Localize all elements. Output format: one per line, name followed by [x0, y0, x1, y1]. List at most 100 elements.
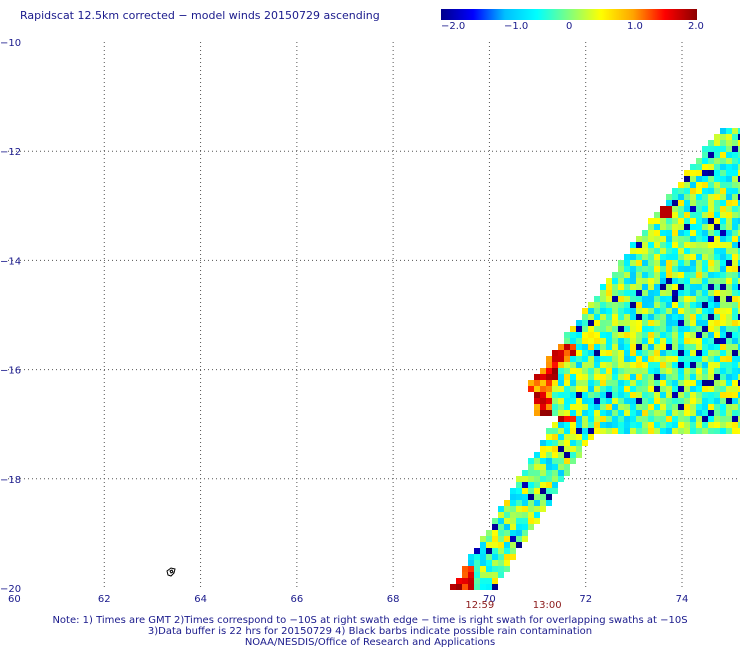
wind-difference-cell — [510, 542, 516, 548]
wind-difference-cell — [702, 236, 708, 242]
wind-difference-cell — [732, 428, 738, 434]
wind-difference-cell — [702, 344, 708, 350]
wind-difference-cell — [480, 572, 486, 578]
wind-difference-cell — [642, 356, 648, 362]
wind-difference-cell — [552, 446, 558, 452]
wind-difference-cell — [654, 326, 660, 332]
wind-difference-cell — [468, 578, 474, 584]
wind-difference-cell — [684, 200, 690, 206]
latitude-tick-label: −10 — [0, 38, 21, 49]
wind-difference-cell — [672, 206, 678, 212]
wind-difference-cell — [558, 434, 564, 440]
wind-difference-cell — [714, 182, 720, 188]
wind-difference-cell — [486, 584, 492, 590]
wind-difference-cell — [630, 374, 636, 380]
wind-difference-cell — [576, 332, 582, 338]
wind-difference-cell — [726, 326, 732, 332]
wind-difference-cell — [678, 266, 684, 272]
wind-difference-cell — [738, 230, 740, 236]
wind-difference-cell — [732, 386, 738, 392]
wind-difference-cell — [690, 314, 696, 320]
wind-difference-cell — [702, 362, 708, 368]
wind-difference-cell — [480, 548, 486, 554]
wind-difference-cell — [720, 290, 726, 296]
wind-difference-cell — [570, 350, 576, 356]
wind-difference-cell — [726, 296, 732, 302]
wind-difference-cell — [534, 404, 540, 410]
wind-difference-cell — [570, 368, 576, 374]
wind-difference-cell — [732, 272, 738, 278]
wind-difference-cell — [726, 338, 732, 344]
wind-difference-cell — [690, 428, 696, 434]
wind-difference-cell — [558, 350, 564, 356]
wind-difference-cell — [600, 380, 606, 386]
wind-difference-cell — [708, 302, 714, 308]
wind-difference-cell — [558, 428, 564, 434]
wind-difference-cell — [486, 554, 492, 560]
wind-difference-cell — [684, 272, 690, 278]
wind-difference-cell — [702, 392, 708, 398]
wind-difference-cell — [714, 404, 720, 410]
wind-difference-cell — [738, 338, 740, 344]
wind-difference-cell — [672, 398, 678, 404]
wind-difference-cell — [696, 314, 702, 320]
wind-difference-cell — [678, 188, 684, 194]
wind-difference-cell — [588, 398, 594, 404]
wind-difference-cell — [672, 356, 678, 362]
wind-difference-cell — [696, 206, 702, 212]
wind-difference-cell — [636, 314, 642, 320]
wind-difference-cell — [588, 416, 594, 422]
wind-difference-cell — [702, 200, 708, 206]
wind-difference-cell — [732, 344, 738, 350]
wind-difference-cell — [474, 566, 480, 572]
wind-difference-cell — [720, 158, 726, 164]
wind-difference-cell — [672, 194, 678, 200]
wind-difference-cell — [606, 302, 612, 308]
wind-difference-cell — [666, 284, 672, 290]
wind-difference-cell — [654, 374, 660, 380]
wind-difference-cell — [720, 338, 726, 344]
wind-difference-cell — [582, 380, 588, 386]
wind-difference-cell — [618, 338, 624, 344]
wind-difference-cell — [738, 326, 740, 332]
wind-difference-cell — [540, 458, 546, 464]
wind-difference-cell — [684, 182, 690, 188]
wind-difference-cell — [654, 272, 660, 278]
wind-difference-cell — [690, 188, 696, 194]
wind-difference-cell — [714, 140, 720, 146]
wind-difference-cell — [720, 176, 726, 182]
wind-difference-cell — [648, 236, 654, 242]
wind-difference-cell — [726, 410, 732, 416]
wind-difference-cell — [468, 584, 474, 590]
wind-difference-cell — [732, 380, 738, 386]
wind-difference-cell — [738, 290, 740, 296]
wind-difference-cell — [726, 146, 732, 152]
wind-difference-cell — [600, 356, 606, 362]
wind-difference-cell — [642, 422, 648, 428]
wind-difference-cell — [630, 416, 636, 422]
wind-difference-cell — [660, 326, 666, 332]
wind-difference-cell — [732, 290, 738, 296]
wind-difference-cell — [726, 164, 732, 170]
wind-difference-cell — [684, 224, 690, 230]
wind-difference-cell — [708, 326, 714, 332]
wind-difference-cell — [576, 452, 582, 458]
wind-difference-cell — [660, 224, 666, 230]
wind-difference-cell — [600, 374, 606, 380]
wind-difference-cell — [738, 236, 740, 242]
latitude-tick-label: −18 — [0, 475, 21, 486]
wind-difference-cell — [582, 440, 588, 446]
latitude-labels: −10 −12 −14 −16 −18 −20 — [0, 38, 21, 595]
wind-difference-cell — [624, 314, 630, 320]
wind-difference-cell — [624, 278, 630, 284]
wind-difference-cell — [576, 320, 582, 326]
wind-difference-cell — [714, 302, 720, 308]
wind-difference-cell — [732, 326, 738, 332]
wind-difference-cell — [648, 410, 654, 416]
wind-difference-cell — [618, 320, 624, 326]
wind-difference-cell — [684, 308, 690, 314]
wind-difference-cell — [552, 458, 558, 464]
wind-difference-cell — [474, 578, 480, 584]
wind-difference-cell — [624, 380, 630, 386]
wind-difference-cell — [708, 380, 714, 386]
